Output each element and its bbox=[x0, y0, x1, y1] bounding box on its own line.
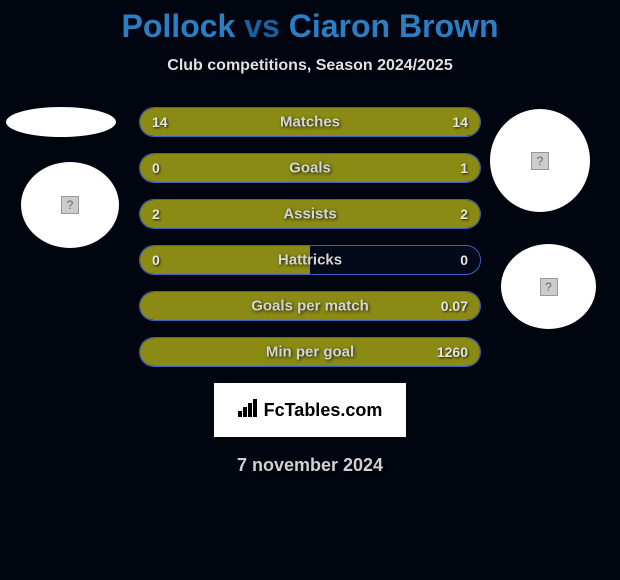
placeholder-icon: ? bbox=[61, 196, 79, 214]
stat-label: Matches bbox=[280, 114, 340, 131]
stat-label: Goals per match bbox=[251, 298, 369, 315]
player1-avatar: ? bbox=[21, 162, 119, 248]
stat-label: Min per goal bbox=[266, 344, 354, 361]
date-text: 7 november 2024 bbox=[0, 455, 620, 476]
stat-row: 0 Goals 1 bbox=[139, 153, 481, 183]
stat-value-right: 0.07 bbox=[441, 298, 468, 314]
stats-area: ? ? ? 14 Matches 14 0 Goals 1 2 Assists 2 0 Hattri… bbox=[0, 107, 620, 367]
stat-row: 14 Matches 14 bbox=[139, 107, 481, 137]
stat-row: Min per goal 1260 bbox=[139, 337, 481, 367]
avatar-ellipse-top-left bbox=[6, 107, 116, 137]
stat-row: 2 Assists 2 bbox=[139, 199, 481, 229]
stat-value-right: 14 bbox=[452, 114, 468, 130]
infographic-container: Pollock vs Ciaron Brown Club competition… bbox=[0, 0, 620, 580]
stat-value-right: 0 bbox=[460, 252, 468, 268]
stat-row: Goals per match 0.07 bbox=[139, 291, 481, 321]
banner-text: FcTables.com bbox=[264, 400, 383, 421]
vs-text: vs bbox=[244, 8, 280, 44]
player2-name: Ciaron Brown bbox=[289, 8, 499, 44]
subtitle: Club competitions, Season 2024/2025 bbox=[0, 57, 620, 75]
stat-label: Goals bbox=[289, 160, 331, 177]
stat-value-right: 2 bbox=[460, 206, 468, 222]
stat-value-left: 0 bbox=[152, 252, 160, 268]
stat-value-left: 14 bbox=[152, 114, 168, 130]
stat-row: 0 Hattricks 0 bbox=[139, 245, 481, 275]
stat-label: Assists bbox=[283, 206, 336, 223]
chart-icon bbox=[238, 399, 260, 422]
stat-label: Hattricks bbox=[278, 252, 342, 269]
title: Pollock vs Ciaron Brown bbox=[0, 0, 620, 45]
stat-value-right: 1 bbox=[460, 160, 468, 176]
placeholder-icon: ? bbox=[531, 152, 549, 170]
placeholder-icon: ? bbox=[540, 278, 558, 296]
stat-value-left: 2 bbox=[152, 206, 160, 222]
player2-avatar-top: ? bbox=[490, 109, 590, 212]
stat-bar-right bbox=[201, 154, 480, 182]
player1-name: Pollock bbox=[122, 8, 236, 44]
stat-bar-left bbox=[140, 154, 201, 182]
fctables-banner: FcTables.com bbox=[214, 383, 406, 437]
stat-value-left: 0 bbox=[152, 160, 160, 176]
stat-value-right: 1260 bbox=[437, 344, 468, 360]
player2-avatar-bottom: ? bbox=[501, 244, 596, 329]
